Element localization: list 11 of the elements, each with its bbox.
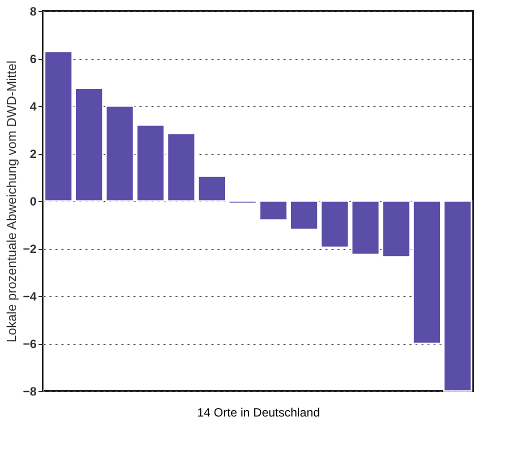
y-tick-label: 2 <box>30 147 37 161</box>
y-tick-label: −4 <box>22 290 37 304</box>
y-tick-label: 6 <box>30 52 37 66</box>
y-tick-label: −2 <box>22 242 37 256</box>
y-tick-label: 8 <box>30 4 37 18</box>
y-tick-label: 0 <box>30 194 37 208</box>
y-axis-title: Lokale prozentuale Abweichung vom DWD-Mittel <box>4 60 19 342</box>
y-tick-label: −8 <box>22 384 37 398</box>
y-tick-label: −6 <box>22 337 37 351</box>
x-axis-title: 14 Orte in Deutschland <box>197 406 320 420</box>
y-tick-label: 4 <box>30 100 37 114</box>
